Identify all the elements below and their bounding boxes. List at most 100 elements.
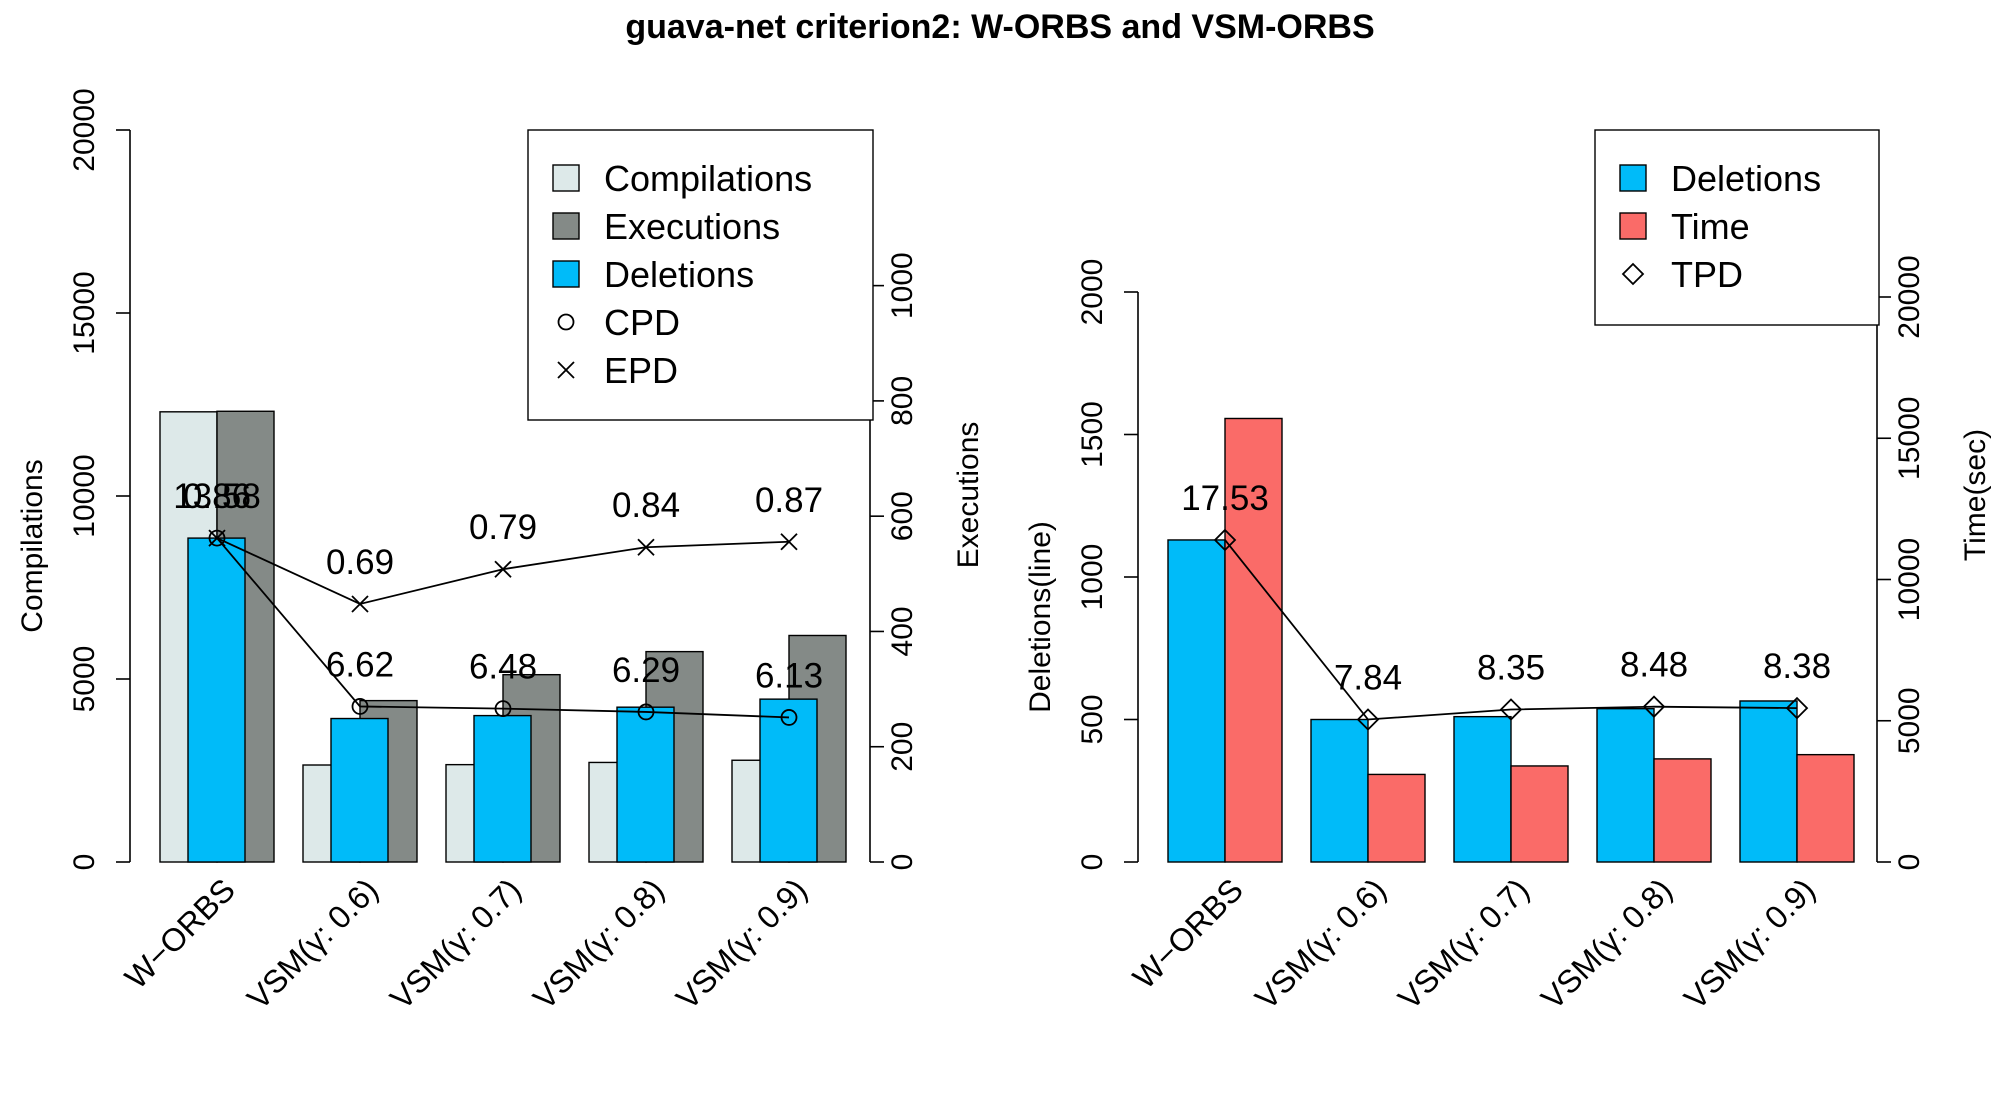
left-axis-tick-label: 0 [68,854,101,871]
legend-box [527,129,874,421]
right-axis-tick-label: 400 [886,606,919,656]
legend-label-deletions: Deletions [604,254,754,295]
marker-cpd [351,698,369,715]
marker-tpd [1499,698,1523,721]
data-label-epd: 0.86 [183,477,251,516]
marker-cpd [637,703,655,721]
data-label-tpd: 7.84 [1334,659,1402,698]
x-tick-label: W−ORBS [118,871,242,995]
bar-deletions [616,706,675,863]
right-axis-title: Time(sec) [1959,429,1992,561]
data-label-epd: 0.84 [612,486,680,525]
left-axis-tick-label: 1500 [1076,401,1109,468]
right-axis-tick-label: 0 [886,854,919,871]
legend-label-deletions: Deletions [1671,158,1821,199]
left-axis-tick-label: 500 [1076,694,1109,744]
legend-label-time: Time [1671,206,1750,247]
bar-time [1510,765,1569,863]
legend-label-compilations: Compilations [604,158,812,199]
data-label-tpd: 8.48 [1620,646,1688,685]
right-axis-tick-label: 10000 [1893,538,1926,621]
bar-deletions [1596,707,1655,863]
marker-epd [351,595,369,613]
legend-key-deletions [552,260,580,288]
right-axis-tick-label: 1000 [886,252,919,319]
x-tick-label: VSM(γ: 0.9) [1677,871,1822,1016]
right-axis-tick-label: 200 [886,722,919,772]
chart-title: guava-net criterion2: W-ORBS and VSM-ORB… [625,8,1374,46]
legend-label-tpd: TPD [1671,254,1743,295]
data-label-tpd: 17.53 [1181,479,1269,518]
data-label-epd: 0.69 [326,543,394,582]
bar-deletions [330,717,389,863]
left-axis-title: Compilations [16,459,49,632]
legend-key-tpd [1621,262,1645,286]
legend-label-epd: EPD [604,350,678,391]
x-tick-label: VSM(γ: 0.8) [526,871,671,1016]
line-tpd [1224,539,1798,721]
x-tick-label: VSM(γ: 0.7) [383,871,528,1016]
marker-tpd [1213,528,1237,552]
legend-key-compilations [552,164,580,192]
left-axis-title: Deletions(line) [1024,521,1057,713]
bar-time [1224,417,1283,863]
legend-key-deletions [1619,164,1647,192]
right-axis-title: Executions [952,422,985,569]
marker-epd [494,560,512,578]
right-panel: 0 500 1000 1500 2000 Deletions(line) 0 5000 1000… [1024,129,1992,1016]
marker-tpd [1785,696,1809,720]
marker-tpd [1356,708,1380,731]
data-label-cpd: 6.13 [755,656,823,695]
marker-epd [208,529,226,547]
line-epd [216,537,790,605]
data-label-cpd: 13.58 [173,477,261,516]
legend-key-cpd [557,313,575,331]
x-tick-label: VSM(γ: 0.6) [240,871,385,1016]
data-label-cpd: 6.62 [326,645,394,684]
x-tick-label: VSM(γ: 0.6) [1248,871,1393,1016]
left-axis-tick-label: 0 [1076,854,1109,871]
left-axis-tick-label: 1000 [1076,544,1109,611]
left-axis-tick-label: 20000 [68,88,101,171]
right-axis-tick-label: 800 [886,376,919,426]
x-tick-label: VSM(γ: 0.9) [669,871,814,1016]
line-cpd [216,537,790,719]
bar-deletions [187,537,246,863]
data-label-tpd: 8.35 [1477,649,1545,688]
bar-deletions [1167,539,1226,863]
bar-time [1796,753,1855,863]
data-label-tpd: 8.38 [1763,647,1831,686]
right-axis-tick-label: 0 [1893,854,1926,871]
bar-time [1653,758,1712,863]
data-label-cpd: 6.48 [469,648,537,687]
bar-deletions [1310,718,1369,863]
right-axis-tick-label: 20000 [1893,255,1926,338]
left-panel: 0 5000 10000 15000 20000 Compilations 0 200 400 6… [16,88,985,1016]
legend-key-executions [552,212,580,240]
legend-label-executions: Executions [604,206,780,247]
bar-deletions [473,714,532,863]
right-axis-tick-label: 600 [886,491,919,541]
data-label-epd: 0.79 [469,508,537,547]
bar-deletions [759,698,818,863]
marker-cpd [494,700,512,718]
left-axis-tick-label: 15000 [68,271,101,354]
left-axis-tick-label: 5000 [68,646,101,713]
x-tick-label: W−ORBS [1126,871,1250,995]
legend-label-cpd: CPD [604,302,680,343]
marker-cpd [208,529,226,547]
data-label-epd: 0.87 [755,481,823,520]
marker-epd [780,533,798,551]
left-axis-tick-label: 2000 [1076,259,1109,326]
data-label-cpd: 6.29 [612,651,680,690]
bar-time [1367,773,1426,863]
legend-key-epd [557,361,575,379]
x-tick-label: VSM(γ: 0.7) [1391,871,1536,1016]
right-axis-tick-label: 5000 [1893,687,1926,754]
bar-deletions [1453,715,1512,863]
legend-key-time [1619,212,1647,240]
x-tick-label: VSM(γ: 0.8) [1534,871,1679,1016]
marker-epd [637,538,655,556]
left-axis-tick-label: 10000 [68,454,101,537]
